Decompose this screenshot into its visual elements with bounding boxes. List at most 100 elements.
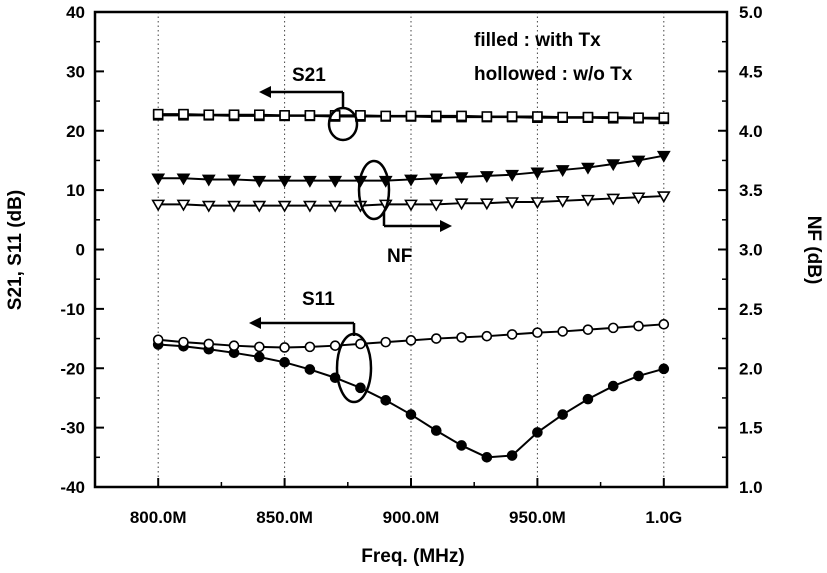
data-point bbox=[530, 197, 545, 210]
data-point bbox=[203, 109, 215, 121]
data-point bbox=[355, 382, 366, 394]
data-point bbox=[633, 320, 644, 332]
data-point bbox=[201, 174, 216, 187]
data-point bbox=[152, 334, 164, 346]
data-point bbox=[532, 427, 543, 438]
data-point bbox=[633, 112, 644, 123]
data-point bbox=[456, 440, 467, 451]
nf-arrowhead bbox=[440, 220, 452, 232]
data-point bbox=[530, 167, 545, 180]
y-right-tick-label: 4.5 bbox=[739, 62, 763, 81]
data-point bbox=[304, 110, 316, 121]
series-s11_wo_tx bbox=[152, 319, 670, 353]
s11-arrowhead bbox=[249, 317, 261, 329]
data-point bbox=[607, 322, 619, 334]
data-point bbox=[555, 196, 570, 208]
data-point bbox=[302, 200, 317, 213]
y-left-tick-label: -40 bbox=[60, 478, 85, 497]
x-axis-title: Freq. (MHz) bbox=[361, 546, 464, 567]
s11-annotation: S11 bbox=[249, 289, 373, 404]
data-point bbox=[252, 200, 267, 213]
data-point bbox=[279, 110, 290, 121]
x-tick-label: 800.0M bbox=[130, 508, 187, 527]
s21-annotation-label: S21 bbox=[292, 65, 326, 86]
data-point bbox=[454, 172, 469, 185]
data-point bbox=[151, 199, 166, 212]
data-point bbox=[152, 108, 164, 120]
data-point bbox=[176, 199, 191, 212]
data-point bbox=[380, 336, 392, 348]
data-point bbox=[380, 395, 392, 406]
data-point bbox=[532, 111, 543, 122]
axis-ticks bbox=[94, 11, 728, 488]
data-point bbox=[506, 111, 518, 122]
y-right-tick-label: 3.0 bbox=[739, 241, 763, 260]
nf-annotation-label: NF bbox=[387, 246, 412, 267]
data-point bbox=[329, 340, 341, 351]
y-right-tick-label: 4.0 bbox=[739, 122, 763, 141]
data-point bbox=[581, 162, 595, 175]
y-left-tick-label: -30 bbox=[60, 419, 85, 438]
data-point bbox=[658, 112, 670, 123]
data-point bbox=[254, 109, 265, 121]
nf-annotation: NF bbox=[357, 159, 452, 267]
legend-note-hollowed: hollowed : w/o Tx bbox=[474, 64, 633, 85]
y-left-tick-label: -20 bbox=[60, 359, 85, 378]
data-point bbox=[631, 155, 646, 168]
data-point bbox=[429, 173, 444, 186]
series-s21_wo_tx bbox=[152, 108, 670, 123]
data-point bbox=[328, 175, 343, 188]
data-point bbox=[254, 341, 265, 353]
data-point bbox=[454, 198, 469, 211]
data-point bbox=[380, 110, 392, 122]
data-point bbox=[656, 150, 671, 163]
data-point bbox=[404, 174, 418, 187]
data-point bbox=[506, 450, 518, 461]
data-point bbox=[481, 330, 493, 342]
x-tick-label: 850.0M bbox=[256, 508, 313, 527]
nf-annotation-ellipse bbox=[357, 159, 391, 221]
data-point bbox=[606, 193, 621, 206]
y-left-tick-label: 40 bbox=[66, 3, 85, 22]
x-tick-label: 900.0M bbox=[383, 508, 440, 527]
series-s11_with_tx bbox=[152, 339, 670, 463]
data-point bbox=[304, 364, 316, 375]
y-left-tick-label: 30 bbox=[66, 62, 85, 81]
data-point bbox=[555, 165, 570, 178]
x-tick-label: 1.0G bbox=[645, 508, 682, 527]
y-left-tick-label: 10 bbox=[66, 181, 85, 200]
data-point bbox=[607, 380, 619, 392]
data-point bbox=[656, 191, 671, 204]
data-point bbox=[607, 111, 619, 123]
series-group bbox=[151, 108, 671, 463]
x-tick-label: 950.0M bbox=[509, 508, 566, 527]
data-point bbox=[178, 108, 189, 120]
s21-annotation-ellipse bbox=[327, 106, 359, 142]
data-point bbox=[279, 342, 290, 353]
data-point bbox=[429, 199, 444, 212]
data-point bbox=[557, 409, 568, 420]
data-point bbox=[557, 326, 568, 337]
data-point bbox=[328, 200, 343, 213]
data-point bbox=[228, 109, 240, 121]
data-point bbox=[151, 173, 166, 186]
data-point bbox=[430, 333, 442, 344]
data-point bbox=[582, 111, 594, 123]
s11-annotation-ellipse bbox=[335, 332, 373, 404]
y-left-tick-label: 0 bbox=[76, 241, 85, 260]
data-point bbox=[302, 175, 317, 188]
data-point bbox=[481, 111, 493, 122]
data-point bbox=[405, 409, 417, 420]
legend-note-filled: filled : with Tx bbox=[474, 30, 601, 51]
y-axis-left-title: S21, S11 (dB) bbox=[5, 190, 26, 310]
data-point bbox=[252, 175, 267, 188]
data-point bbox=[479, 171, 494, 183]
data-point bbox=[582, 393, 594, 405]
y-right-tick-label: 1.5 bbox=[739, 419, 763, 438]
tick-labels: 800.0M 850.0M 900.0M 950.0M 1.0G -40 -30 -20 -10… bbox=[60, 3, 762, 527]
data-point bbox=[481, 452, 493, 463]
y-right-tick-label: 2.0 bbox=[739, 359, 763, 378]
data-point bbox=[505, 197, 520, 210]
data-point bbox=[203, 338, 215, 350]
data-point bbox=[456, 110, 467, 122]
